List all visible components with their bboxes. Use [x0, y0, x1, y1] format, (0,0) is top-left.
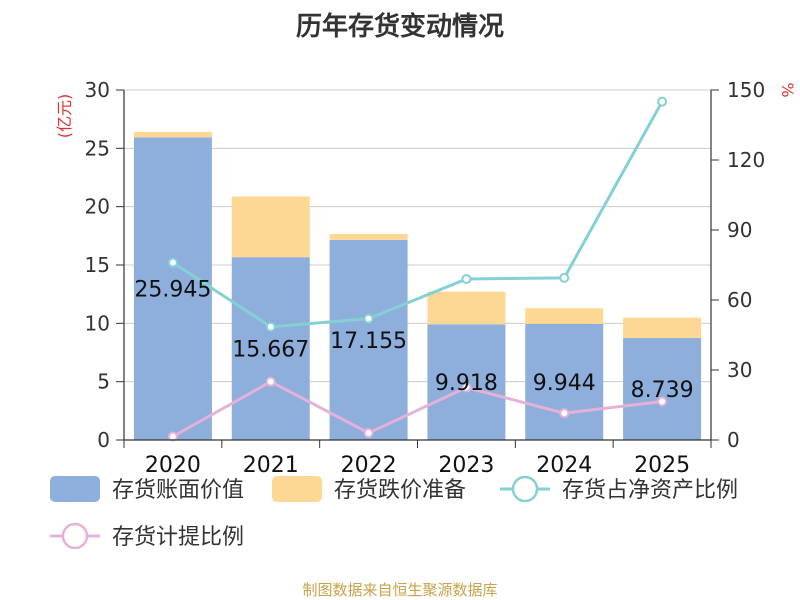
line-point — [657, 396, 668, 407]
bar-value-label: 25.945 — [134, 278, 211, 303]
bars — [133, 132, 702, 440]
left-axis-unit: (亿元) — [55, 94, 74, 139]
bar-book-value — [133, 137, 212, 440]
bar-book-value — [623, 338, 702, 440]
line-point — [265, 321, 276, 332]
bar-value-label: 9.944 — [533, 371, 596, 396]
bar-value-label: 15.667 — [232, 338, 309, 363]
line-provision-ratio — [172, 379, 663, 438]
legend-marker — [511, 475, 539, 503]
legend-swatch — [272, 476, 322, 502]
line-point — [167, 431, 178, 442]
bar-book-value — [231, 257, 310, 440]
legend-label: 存货计提比例 — [112, 525, 244, 550]
bar-book-value — [329, 239, 408, 440]
right-tick-label: 60 — [727, 288, 752, 312]
line-point — [167, 257, 178, 268]
legend-label: 存货账面价值 — [112, 478, 244, 503]
x-tick-label: 2022 — [341, 453, 397, 478]
bar-impairment — [623, 317, 702, 339]
line-point — [265, 376, 276, 387]
x-tick-label: 2020 — [145, 453, 201, 478]
line-net-asset-ratio — [172, 100, 664, 329]
line-point — [461, 382, 472, 393]
right-tick-label: 0 — [727, 428, 740, 452]
left-tick-label: 10 — [85, 311, 110, 335]
right-axis-unit: % — [778, 82, 797, 97]
legend-marker — [61, 522, 89, 550]
bar-value-label: 9.918 — [435, 371, 498, 396]
right-tick-label: 120 — [727, 148, 765, 172]
data-labels: 25.945 15.667 17.155 9.918 9.944 8.739 — [134, 278, 693, 403]
left-tick-label: 15 — [85, 253, 110, 277]
right-tick-label: 90 — [727, 218, 752, 242]
chart-title: 历年存货变动情况 — [295, 12, 504, 42]
line-point — [657, 96, 668, 107]
left-tick-label: 30 — [85, 78, 110, 102]
bar-impairment — [329, 234, 408, 240]
bar-book-value — [427, 324, 506, 440]
source-note: 制图数据来自恒生聚源数据库 — [302, 581, 498, 599]
bar-impairment — [231, 196, 310, 258]
legend-label: 存货跌价准备 — [334, 478, 466, 503]
legend-swatch — [50, 476, 100, 502]
line-point — [363, 428, 374, 438]
bar-value-label: 8.739 — [631, 378, 694, 403]
bar-book-value — [525, 323, 604, 440]
gridlines — [124, 89, 711, 383]
bar-value-label: 17.155 — [330, 329, 407, 354]
right-tick-label: 30 — [727, 358, 752, 382]
x-tick-label: 2023 — [438, 453, 494, 478]
left-tick-label: 25 — [85, 136, 110, 160]
x-tick-label: 2021 — [243, 453, 299, 478]
bar-impairment — [427, 291, 506, 325]
bar-impairment — [525, 308, 604, 324]
line-point — [559, 272, 570, 283]
legend-label: 存货占净资产比例 — [562, 478, 738, 503]
lines — [167, 96, 668, 442]
right-tick-label: 150 — [727, 78, 765, 102]
line-point — [461, 274, 472, 284]
left-tick-label: 20 — [85, 195, 110, 219]
x-tick-label: 2025 — [634, 453, 690, 478]
left-tick-label: 5 — [97, 370, 110, 394]
line-point — [559, 408, 570, 419]
left-tick-label: 0 — [97, 428, 110, 452]
x-tick-label: 2024 — [536, 453, 592, 478]
line-point — [363, 313, 374, 324]
bar-impairment — [133, 132, 212, 138]
